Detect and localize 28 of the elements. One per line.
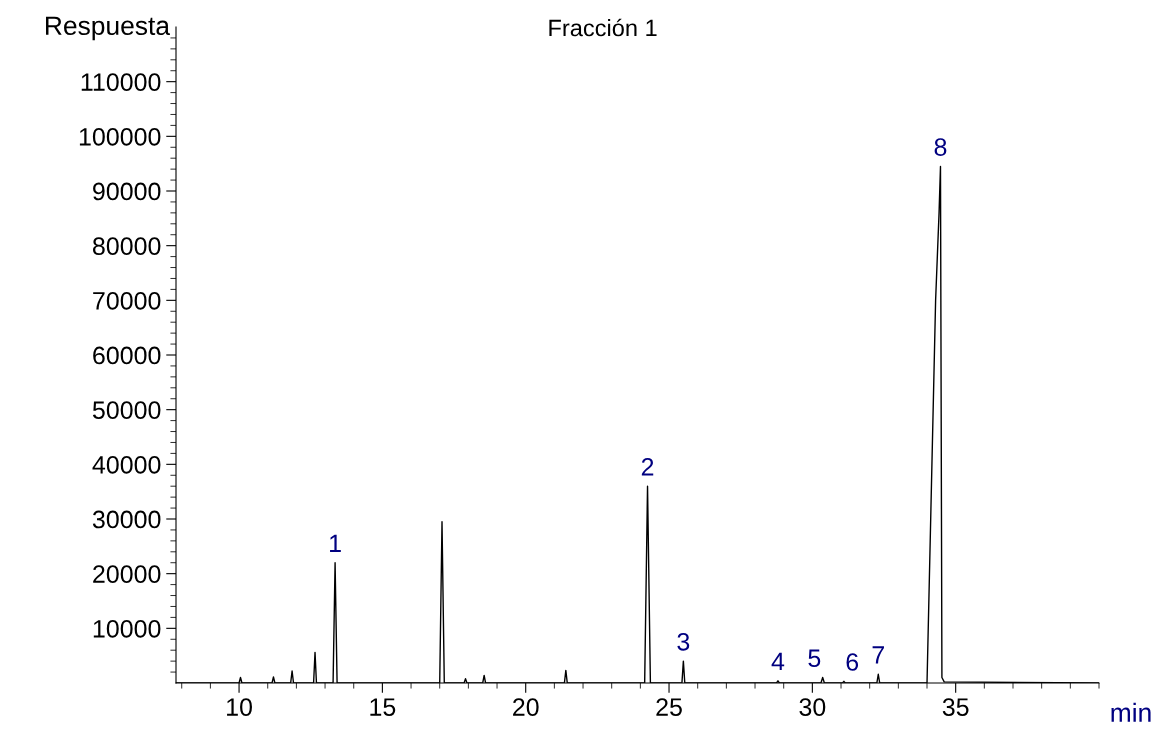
x-axis-title: min: [1111, 702, 1151, 722]
y-tick-label: 60000: [93, 346, 161, 365]
y-axis-title: Respuesta: [46, 16, 171, 41]
x-tick-label: 25: [656, 698, 682, 716]
y-tick-label: 30000: [92, 510, 161, 529]
annotation: 3: [677, 632, 690, 651]
annotation: 7: [872, 646, 884, 664]
x-tick-label: 35: [942, 698, 969, 716]
annotation: 5: [808, 649, 821, 668]
y-tick-label: 100000: [79, 127, 161, 146]
x-tick-label: 10: [227, 698, 252, 716]
x-tick-label: 30: [799, 698, 826, 716]
y-tick-label: 50000: [92, 401, 161, 419]
x-tick-label: 15: [370, 698, 396, 716]
annotation: 1: [330, 534, 341, 552]
annotation: 4: [771, 652, 785, 671]
y-tick-label: 110000: [81, 73, 161, 91]
y-tick-label: 80000: [92, 237, 161, 255]
y-tick-label: 70000: [93, 291, 161, 310]
y-tick-label: 20000: [93, 565, 161, 583]
chart-title: Fracción 1: [549, 18, 657, 37]
annotation: 2: [641, 458, 654, 476]
y-tick-label: 40000: [92, 455, 161, 474]
y-tick-label: 10000: [93, 619, 161, 638]
x-tick-label: 20: [513, 698, 539, 716]
annotation: 8: [934, 138, 947, 156]
annotation: 6: [846, 653, 859, 671]
y-tick-label: 90000: [93, 182, 161, 201]
